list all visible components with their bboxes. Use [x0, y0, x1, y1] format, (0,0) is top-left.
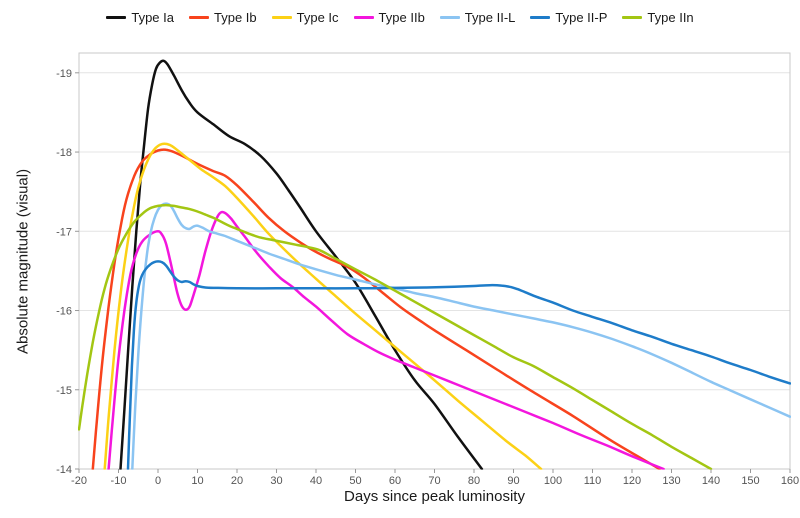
- svg-text:40: 40: [310, 475, 322, 487]
- legend-label-type-ii-p: Type II-P: [555, 9, 608, 25]
- svg-text:150: 150: [741, 475, 759, 487]
- svg-text:130: 130: [662, 475, 680, 487]
- series-line-type-iib: [107, 210, 665, 470]
- svg-text:30: 30: [270, 475, 282, 487]
- svg-text:50: 50: [349, 475, 361, 487]
- legend-item-type-iib: Type IIb: [353, 9, 425, 25]
- y-axis-title: Absolute magnitude (visual): [14, 168, 32, 354]
- legend-item-type-ic: Type Ic: [271, 9, 339, 25]
- legend-line-swatch-type-ib: [188, 15, 209, 19]
- svg-text:10: 10: [191, 475, 203, 487]
- legend-line-swatch-type-ii-l: [439, 15, 460, 19]
- svg-text:90: 90: [507, 475, 519, 487]
- svg-text:-17: -17: [56, 226, 72, 238]
- svg-text:70: 70: [428, 475, 440, 487]
- series-line-type-ic: [103, 142, 543, 470]
- legend-line-swatch-type-ic: [271, 15, 292, 19]
- series-line-type-ia: [119, 59, 484, 470]
- svg-text:80: 80: [468, 475, 480, 487]
- legend-item-type-ib: Type Ib: [188, 9, 257, 25]
- legend-label-type-ic: Type Ic: [296, 9, 339, 25]
- svg-text:0: 0: [155, 475, 161, 487]
- svg-text:-16: -16: [56, 306, 72, 318]
- series-line-type-ii-p: [126, 260, 791, 470]
- legend-item-type-iin: Type IIn: [622, 9, 694, 25]
- legend-line-swatch-type-ia: [106, 15, 127, 19]
- svg-text:-18: -18: [56, 147, 72, 159]
- legend-label-type-iin: Type IIn: [647, 9, 694, 25]
- series-line-type-ii-l: [131, 202, 791, 470]
- svg-text:20: 20: [231, 475, 243, 487]
- svg-text:-10: -10: [111, 475, 127, 487]
- series-line-type-iin: [78, 203, 713, 470]
- svg-text:100: 100: [544, 475, 562, 487]
- legend-item-type-ii-p: Type II-P: [530, 11, 607, 24]
- legend-line-swatch-type-iib: [353, 15, 374, 19]
- x-axis-title: Days since peak luminosity: [344, 488, 525, 505]
- svg-text:-19: -19: [56, 68, 72, 80]
- legend-label-type-ia: Type Ia: [131, 9, 174, 25]
- svg-text:-15: -15: [56, 385, 72, 397]
- series-line-type-ib: [91, 148, 661, 470]
- legend-item-type-ii-l: Type II-L: [439, 9, 516, 25]
- svg-text:110: 110: [584, 475, 602, 487]
- svg-text:140: 140: [702, 475, 720, 487]
- legend-label-type-ib: Type Ib: [213, 9, 257, 25]
- legend: Type Ia Type Ib Type Ic Type IIb Type II…: [0, 6, 800, 28]
- legend-label-type-iib: Type IIb: [378, 9, 425, 25]
- svg-text:160: 160: [781, 475, 799, 487]
- svg-text:60: 60: [389, 475, 401, 487]
- legend-label-type-ii-l: Type II-L: [464, 9, 516, 25]
- svg-text:-14: -14: [56, 464, 72, 476]
- svg-text:120: 120: [623, 475, 641, 487]
- legend-item-type-ia: Type Ia: [106, 11, 174, 24]
- svg-text:-20: -20: [71, 475, 87, 487]
- legend-line-swatch-type-iin: [622, 15, 643, 19]
- legend-line-swatch-type-ii-p: [530, 15, 551, 19]
